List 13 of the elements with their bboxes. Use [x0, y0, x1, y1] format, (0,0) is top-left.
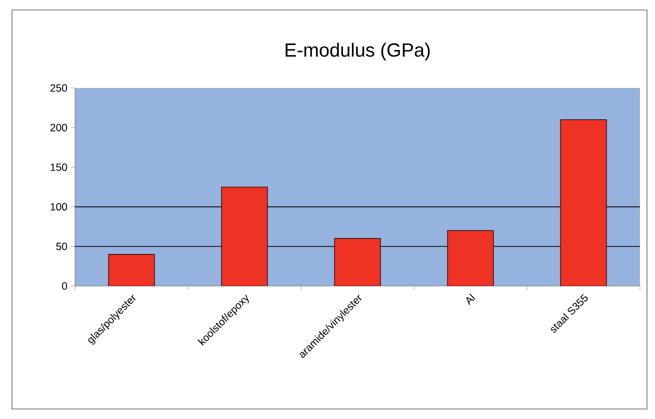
bar: [447, 230, 494, 286]
y-tick-label: 250: [50, 84, 68, 92]
y-tick-label: 150: [50, 163, 68, 171]
bar: [334, 238, 381, 286]
y-tick-label: 50: [56, 242, 68, 250]
bar: [221, 186, 268, 286]
bar: [108, 254, 155, 286]
y-tick-label: 200: [50, 124, 68, 132]
bar: [560, 119, 607, 286]
x-tick-label: Al: [466, 294, 476, 306]
y-tick-label: 100: [50, 203, 68, 211]
chart-title: E-modulus (GPa): [286, 42, 430, 61]
y-tick-label: 0: [62, 282, 68, 290]
